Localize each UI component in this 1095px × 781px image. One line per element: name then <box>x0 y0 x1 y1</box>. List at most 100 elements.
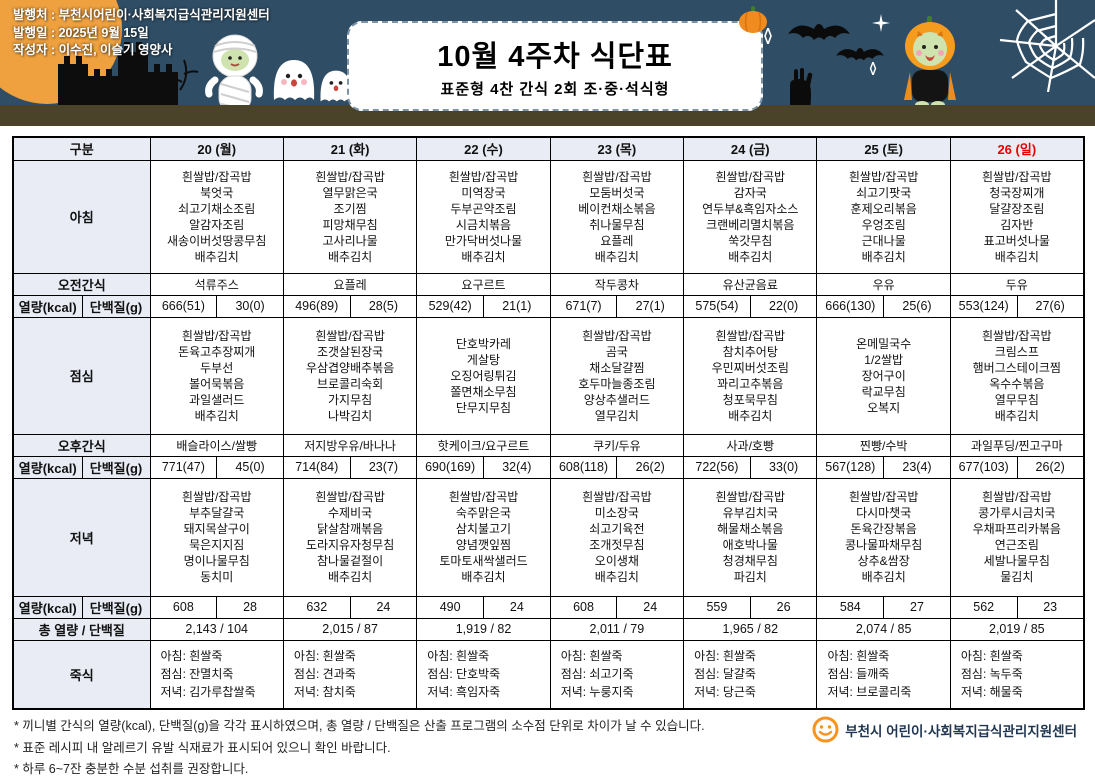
protein-value: 23 <box>1016 595 1085 619</box>
kcal-value: 575(54) <box>683 294 751 318</box>
lunch-cell: 흰쌀밥/잡곡밥 조갯살된장국 우삼겹양배추볶음 브로콜리숙회 가지무침 나박김치 <box>282 316 418 435</box>
total-cell: 2,074 / 85 <box>816 617 951 641</box>
porridge-cell: 아침: 흰쌀죽 점심: 달걀죽 저녁: 당근죽 <box>683 639 818 710</box>
protein-label: 단백질(g) <box>81 595 151 619</box>
protein-value: 27(6) <box>1016 294 1085 318</box>
kcal-value: 714(84) <box>282 455 351 479</box>
porridge-cell: 아침: 흰쌀죽 점심: 들깨죽 저녁: 브로콜리죽 <box>816 639 951 710</box>
am-snack-cell: 우유 <box>816 272 951 296</box>
am-snack-cell: 작두콩차 <box>549 272 685 296</box>
castle-icon <box>58 42 199 112</box>
pm-snack-cell: 배슬라이스/쌀빵 <box>149 433 284 457</box>
pm-snack-cell: 저지방우유/바나나 <box>282 433 418 457</box>
title-box: 10월 4주차 식단표 표준형 4찬 간식 2회 조·중·석식형 <box>347 21 763 111</box>
kcal-value: 671(7) <box>549 294 618 318</box>
protein-value: 23(7) <box>349 455 418 479</box>
lunch-cell: 흰쌀밥/잡곡밥 돈육고추장찌개 두부선 볼어묵볶음 과일샐러드 배추김치 <box>149 316 284 435</box>
am-snack-cell: 요구르트 <box>416 272 551 296</box>
kcal-value: 496(89) <box>282 294 351 318</box>
protein-value: 24 <box>616 595 685 619</box>
dinner-cell: 흰쌀밥/잡곡밥 다시마챗국 돈육간장볶음 콩나물파채무침 상추&쌈장 배추김치 <box>816 477 951 597</box>
menu-table-wrap: 구분 20 (월) 21 (화) 22 (수) 23 (목) 24 (금) 25 (토) 26… <box>0 126 1095 710</box>
center-logo-text: 부천시 어린이·사회복지급식관리지원센터 <box>845 723 1077 739</box>
protein-value: 21(1) <box>482 294 551 318</box>
day-header: 25 (토) <box>816 136 951 161</box>
mummy-icon <box>205 34 263 113</box>
menu-table: 구분 20 (월) 21 (화) 22 (수) 23 (목) 24 (금) 25 (토) 26… <box>12 136 1085 710</box>
protein-value: 45(0) <box>216 455 284 479</box>
kcal-value: 608 <box>549 595 618 619</box>
dinner-label: 저녁 <box>12 477 151 597</box>
author-line: 작성자 : 이수진, 이슬기 영양사 <box>13 43 173 57</box>
page-title: 10월 4주차 식단표 <box>437 41 673 73</box>
kcal-value: 690(169) <box>416 455 484 479</box>
breakfast-cell: 흰쌀밥/잡곡밥 감자국 연두부&흑임자소스 크랜베리멸치볶음 쑥갓무침 배추김치 <box>683 159 818 274</box>
dinner-cell: 흰쌀밥/잡곡밥 수제비국 닭살참깨볶음 도라지유자청무침 참나물겉절이 배추김치 <box>282 477 418 597</box>
porridge-cell: 아침: 흰쌀죽 점심: 견과죽 저녁: 참치죽 <box>282 639 418 710</box>
lunch-cell: 단호박카레 게살탕 오징어링튀김 쫄면채소무침 단무지무침 <box>416 316 551 435</box>
protein-value: 26 <box>749 595 818 619</box>
dinner-cell: 흰쌀밥/잡곡밥 콩가루시금치국 우채파프리카볶음 연근조림 세발나물무침 물김치 <box>949 477 1085 597</box>
protein-value: 26(2) <box>616 455 685 479</box>
porridge-label: 죽식 <box>12 639 151 710</box>
publish-date-line: 발행일 : 2025년 9월 15일 <box>13 25 149 40</box>
breakfast-cell: 흰쌀밥/잡곡밥 모둠버섯국 베이컨채소볶음 취나물무침 요플레 배추김치 <box>549 159 685 274</box>
spiderweb-icon <box>999 0 1095 92</box>
pumpkin-icon <box>739 6 767 33</box>
sparkle-icon <box>869 62 877 75</box>
lunch-cell: 온메밀국수 1/2쌀밥 장어구이 락교무침 오복지 <box>816 316 951 435</box>
protein-value: 23(4) <box>883 455 951 479</box>
halloween-banner: 10월 4주차 식단표 표준형 4찬 간식 2회 조·중·석식형 <box>0 0 1095 126</box>
kcal-value: 677(103) <box>949 455 1018 479</box>
footnote: * 표준 레시피 내 알레르기 유발 식재료가 표시되어 있으니 확인 바랍니다… <box>14 740 391 755</box>
protein-value: 27(1) <box>616 294 685 318</box>
zombie-hand-icon <box>790 68 813 112</box>
protein-value: 22(0) <box>749 294 818 318</box>
kcal-value: 722(56) <box>683 455 751 479</box>
protein-value: 26(2) <box>1016 455 1085 479</box>
kcal-value: 666(51) <box>149 294 218 318</box>
total-cell: 2,015 / 87 <box>282 617 418 641</box>
page-subtitle: 표준형 4찬 간식 2회 조·중·석식형 <box>440 81 670 98</box>
protein-value: 32(4) <box>482 455 551 479</box>
kcal-value: 567(128) <box>816 455 885 479</box>
day-header: 21 (화) <box>282 136 418 161</box>
sparkle-icon <box>872 14 890 32</box>
protein-value: 30(0) <box>216 294 284 318</box>
breakfast-cell: 흰쌀밥/잡곡밥 열무맑은국 조기찜 피망채무침 고사리나물 배추김치 <box>282 159 418 274</box>
total-cell: 2,143 / 104 <box>149 617 284 641</box>
kcal-value: 771(47) <box>149 455 218 479</box>
footnote: * 하루 6~7잔 충분한 수분 섭취를 권장합니다. <box>14 762 249 776</box>
kcal-value: 553(124) <box>949 294 1018 318</box>
dinner-cell: 흰쌀밥/잡곡밥 미소장국 쇠고기육전 조개젓무침 오이생채 배추김치 <box>549 477 685 597</box>
dinner-cell: 흰쌀밥/잡곡밥 유부김치국 해물채소볶음 애호박나물 청경채무침 파김치 <box>683 477 818 597</box>
breakfast-cell: 흰쌀밥/잡곡밥 쇠고기팟국 훈제오리볶음 우엉조림 근대나물 배추김치 <box>816 159 951 274</box>
kcal-label: 열량(kcal) <box>12 294 83 318</box>
porridge-cell: 아침: 흰쌀죽 점심: 쇠고기죽 저녁: 누룽지죽 <box>549 639 685 710</box>
protein-value: 27 <box>883 595 951 619</box>
am-snack-cell: 유산균음료 <box>683 272 818 296</box>
breakfast-cell: 흰쌀밥/잡곡밥 북엇국 쇠고기채소조림 알감자조림 새송이버섯땅콩무침 배추김치 <box>149 159 284 274</box>
day-header: 26 (일) <box>949 136 1085 161</box>
kcal-value: 562 <box>949 595 1018 619</box>
smiley-logo-icon <box>812 716 839 743</box>
protein-value: 33(0) <box>749 455 818 479</box>
bat-icon <box>788 24 850 40</box>
banner-info: 발행처 : 부천시어린이·사회복지급식관리지원센터 발행일 : 2025년 9월… <box>13 7 270 60</box>
protein-value: 25(6) <box>883 294 951 318</box>
porridge-cell: 아침: 흰쌀죽 점심: 녹두죽 저녁: 해물죽 <box>949 639 1085 710</box>
publisher-line: 발행처 : 부천시어린이·사회복지급식관리지원센터 <box>13 8 270 22</box>
day-header: 23 (목) <box>549 136 685 161</box>
breakfast-cell: 흰쌀밥/잡곡밥 미역장국 두부곤약조림 시금치볶음 만가닥버섯나물 배추김치 <box>416 159 551 274</box>
total-cell: 2,011 / 79 <box>549 617 685 641</box>
protein-label: 단백질(g) <box>81 294 151 318</box>
protein-value: 24 <box>349 595 418 619</box>
pm-snack-cell: 핫케이크/요구르트 <box>416 433 551 457</box>
am-snack-cell: 두유 <box>949 272 1085 296</box>
footnote: * 끼니별 간식의 열량(kcal), 단백질(g)을 각각 표시하였으며, 총… <box>14 719 705 733</box>
porridge-cell: 아침: 흰쌀죽 점심: 단호박죽 저녁: 흑임자죽 <box>416 639 551 710</box>
breakfast-label: 아침 <box>12 159 151 274</box>
total-cell: 1,965 / 82 <box>683 617 818 641</box>
total-cell: 1,919 / 82 <box>416 617 551 641</box>
lunch-cell: 흰쌀밥/잡곡밥 참치추어탕 우민찌버섯조림 꽈리고추볶음 청포묵무침 배추김치 <box>683 316 818 435</box>
